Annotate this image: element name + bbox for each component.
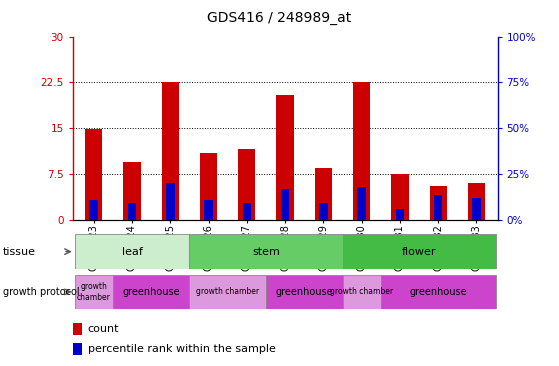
Bar (343, 234, 496, 269)
Bar (74, 274, 113, 309)
Bar (73, 323, 82, 335)
Bar (73, 343, 82, 355)
Text: tissue: tissue (3, 247, 36, 257)
Bar (190, 274, 266, 309)
Bar (353, 82, 370, 220)
Text: count: count (88, 324, 119, 334)
Bar (266, 274, 343, 309)
Bar (472, 198, 481, 220)
Bar (190, 234, 343, 269)
Bar (315, 168, 332, 220)
Text: percentile rank within the sample: percentile rank within the sample (88, 344, 276, 354)
Bar (391, 174, 409, 220)
Bar (113, 274, 190, 309)
Bar (162, 82, 179, 220)
Text: leaf: leaf (121, 247, 143, 257)
Bar (200, 153, 217, 220)
Text: greenhouse: greenhouse (409, 287, 467, 297)
Bar (357, 187, 366, 220)
Text: growth chamber: growth chamber (330, 287, 393, 296)
Bar (166, 183, 174, 220)
Bar (381, 274, 496, 309)
Text: greenhouse: greenhouse (122, 287, 180, 297)
Text: greenhouse: greenhouse (276, 287, 333, 297)
Bar (124, 162, 141, 220)
Bar (396, 209, 404, 220)
Text: growth chamber: growth chamber (196, 287, 259, 296)
Bar (319, 203, 328, 220)
Bar (243, 203, 251, 220)
Bar (468, 183, 485, 220)
Bar (277, 94, 293, 220)
Bar (281, 190, 290, 220)
Text: growth protocol: growth protocol (3, 287, 79, 297)
Text: growth
chamber: growth chamber (77, 282, 111, 302)
Bar (238, 149, 255, 220)
Bar (204, 201, 213, 220)
Text: stem: stem (252, 247, 280, 257)
Bar (429, 186, 447, 220)
Bar (434, 195, 443, 220)
Text: flower: flower (402, 247, 436, 257)
Bar (89, 201, 98, 220)
Bar (343, 274, 381, 309)
Bar (85, 129, 102, 220)
Bar (127, 203, 136, 220)
Bar (74, 234, 190, 269)
Text: GDS416 / 248989_at: GDS416 / 248989_at (207, 11, 352, 25)
